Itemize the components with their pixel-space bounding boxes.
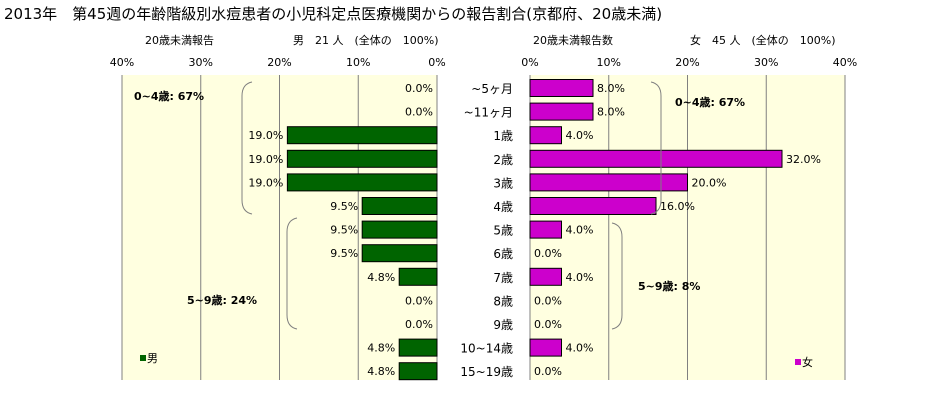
age-category-label: 10~14歳 bbox=[460, 342, 513, 356]
male-bar-label: 0.0% bbox=[405, 294, 433, 307]
male-bar bbox=[398, 267, 438, 286]
male-bar-label: 0.0% bbox=[405, 318, 433, 331]
female-annotation-5-9: 5~9歳: 8% bbox=[638, 279, 700, 293]
male-bar bbox=[286, 126, 438, 145]
male-brace-5-9 bbox=[286, 217, 298, 330]
male-bar-label: 4.8% bbox=[367, 342, 395, 355]
female-bar bbox=[529, 173, 688, 192]
age-category-label: ~11ヶ月 bbox=[464, 106, 513, 120]
female-bar-label: 16.0% bbox=[660, 200, 695, 213]
female-bar bbox=[529, 126, 562, 145]
female-tick-label: 30% bbox=[754, 56, 778, 69]
female-bar bbox=[529, 102, 594, 121]
male-bar bbox=[361, 244, 438, 263]
age-category-label: 8歳 bbox=[493, 294, 513, 308]
age-category-label: 9歳 bbox=[493, 318, 513, 332]
female-bar-label: 4.0% bbox=[566, 129, 594, 142]
male-bar-label: 19.0% bbox=[248, 129, 283, 142]
age-category-label: 5歳 bbox=[493, 224, 513, 238]
page-title: 2013年 第45週の年齢階級別水痘患者の小児科定点医療機関からの報告割合(京都… bbox=[4, 5, 663, 23]
female-bar-label: 32.0% bbox=[786, 153, 821, 166]
female-bar-label: 0.0% bbox=[534, 365, 562, 378]
male-tick-label: 20% bbox=[267, 56, 291, 69]
male-bar bbox=[398, 362, 438, 381]
male-bar bbox=[361, 197, 438, 215]
male-bar bbox=[398, 338, 438, 357]
male-bar-label: 19.0% bbox=[248, 176, 283, 189]
male-bar-label: 9.5% bbox=[330, 224, 358, 237]
female-legend-swatch bbox=[795, 359, 801, 365]
male-tick-label: 30% bbox=[189, 56, 213, 69]
age-category-label: 1歳 bbox=[493, 129, 513, 143]
male-bar-label: 0.0% bbox=[405, 82, 433, 95]
age-category-label: 3歳 bbox=[493, 176, 513, 190]
male-tick-label: 40% bbox=[110, 56, 134, 69]
male-bar-label: 4.8% bbox=[367, 271, 395, 284]
male-annotation-0-4: 0~4歳: 67% bbox=[134, 89, 204, 103]
female-brace-5-9 bbox=[611, 222, 623, 330]
female-annotation-0-4: 0~4歳: 67% bbox=[675, 95, 745, 109]
female-tick-label: 10% bbox=[597, 56, 621, 69]
male-bar bbox=[361, 220, 438, 239]
female-bar-label: 4.0% bbox=[566, 224, 594, 237]
male-brace-0-4 bbox=[241, 81, 253, 215]
female-legend-label: 女 bbox=[802, 355, 813, 369]
male-bar-label: 0.0% bbox=[405, 106, 433, 119]
female-bar-label: 0.0% bbox=[534, 318, 562, 331]
female-header-left: 20歳未満報告数 bbox=[533, 34, 613, 47]
female-bar-label: 8.0% bbox=[597, 106, 625, 119]
age-category-label: 2歳 bbox=[493, 153, 513, 167]
age-category-label: 15~19歳 bbox=[460, 365, 513, 379]
female-brace-0-4 bbox=[650, 81, 662, 215]
male-tick-label: 0% bbox=[428, 56, 445, 69]
female-bar-label: 20.0% bbox=[692, 176, 727, 189]
female-bar bbox=[529, 338, 562, 357]
age-category-label: 4歳 bbox=[493, 200, 513, 214]
female-bar-label: 8.0% bbox=[597, 82, 625, 95]
female-bar bbox=[529, 267, 562, 286]
female-bar bbox=[529, 197, 657, 215]
female-bar bbox=[529, 149, 783, 168]
female-bar bbox=[529, 79, 594, 97]
age-category-label: 6歳 bbox=[493, 247, 513, 261]
female-tick-label: 40% bbox=[833, 56, 857, 69]
female-bar-label: 0.0% bbox=[534, 247, 562, 260]
female-bar bbox=[529, 220, 562, 239]
male-tick-label: 10% bbox=[346, 56, 370, 69]
female-bar-label: 0.0% bbox=[534, 294, 562, 307]
male-header-right: 男 21 人 (全体の 100%) bbox=[293, 33, 439, 47]
male-bar bbox=[286, 149, 438, 168]
male-bar-label: 9.5% bbox=[330, 200, 358, 213]
male-bar bbox=[286, 173, 438, 192]
male-legend-label: 男 bbox=[147, 352, 158, 365]
male-bar-label: 9.5% bbox=[330, 247, 358, 260]
female-header-right: 女 45 人 (全体の 100%) bbox=[690, 33, 836, 47]
female-bar-label: 4.0% bbox=[566, 342, 594, 355]
age-category-label: 7歳 bbox=[493, 271, 513, 285]
male-annotation-5-9: 5~9歳: 24% bbox=[187, 293, 257, 307]
male-legend-swatch bbox=[140, 355, 146, 361]
male-header-left: 20歳未満報告 bbox=[145, 34, 214, 47]
male-bar-label: 19.0% bbox=[248, 153, 283, 166]
female-tick-label: 0% bbox=[521, 56, 538, 69]
age-category-label: ~5ヶ月 bbox=[471, 82, 513, 96]
female-tick-label: 20% bbox=[675, 56, 699, 69]
male-bar-label: 4.8% bbox=[367, 365, 395, 378]
female-bar-label: 4.0% bbox=[566, 271, 594, 284]
